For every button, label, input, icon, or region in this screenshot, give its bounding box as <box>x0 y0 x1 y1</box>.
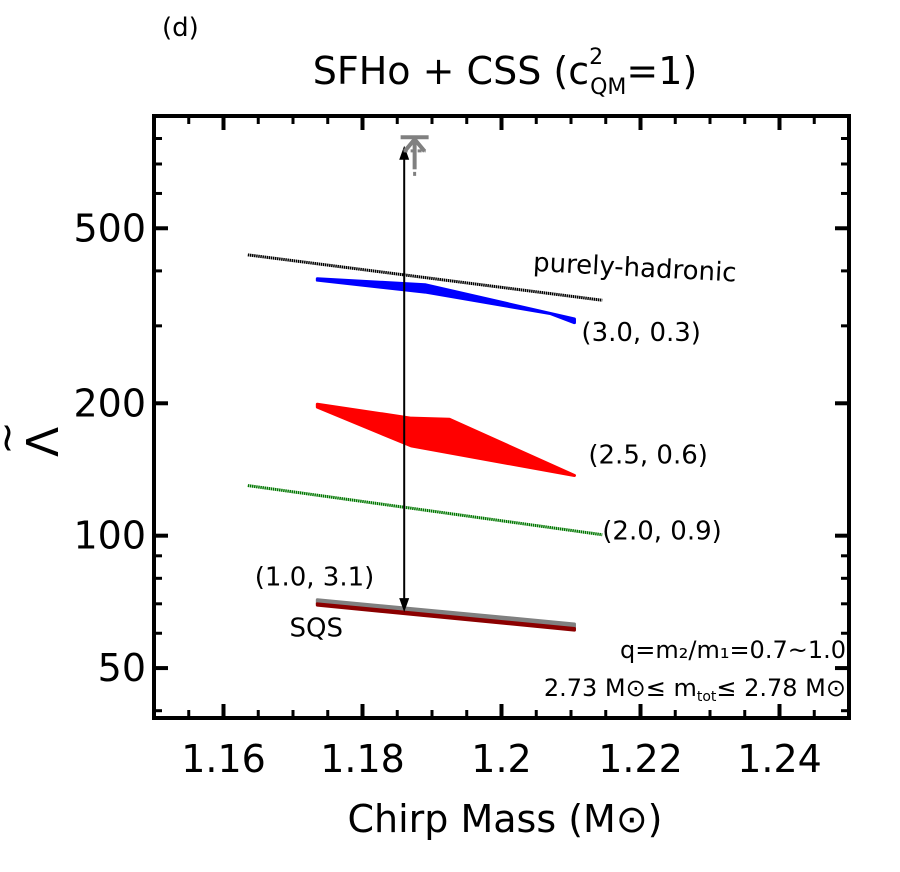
x-tick-label: 1.16 <box>181 737 266 781</box>
y-axis-label: Λ ~ <box>0 421 69 457</box>
x-tick-label: 1.18 <box>320 737 405 781</box>
range-arrow-head-top <box>399 145 410 160</box>
panel-label: (d) <box>162 13 199 43</box>
series-line-purely-hadronic <box>247 253 603 302</box>
series-band-3-0-0-3 <box>315 277 576 325</box>
y-tick-label: 200 <box>73 381 146 425</box>
plot-frame <box>152 114 851 720</box>
series-band-2-5-0-6 <box>315 402 576 478</box>
y-axis-label-tilde: ~ <box>0 421 30 455</box>
condition-mass-ratio: q=m₂/m₁=0.7~1.0 <box>620 636 846 664</box>
range-arrow-head-bottom <box>399 598 410 613</box>
annotation-layer: purely-hadronic (3.0, 0.3) (2.5, 0.6) (2.0,… <box>255 135 737 643</box>
data-layer <box>247 253 603 632</box>
series-line-2-0-0-9 <box>247 484 603 537</box>
y-axis-label-symbol: Λ <box>18 427 69 457</box>
upper-limit-arrowhead <box>403 136 427 153</box>
series-band-sqs <box>315 602 576 632</box>
x-tick-label: 1.24 <box>737 737 822 781</box>
x-tick-label: 1.2 <box>471 737 531 781</box>
series-label-3-0-0-3: (3.0, 0.3) <box>581 318 701 348</box>
y-tick-label: 500 <box>73 206 146 250</box>
series-label-1-0-3-1: (1.0, 3.1) <box>255 563 375 593</box>
y-tick-label: 50 <box>98 646 146 690</box>
x-axis-ticks: 1.16 1.18 1.2 1.22 1.24 <box>181 116 851 781</box>
series-label-purely-hadronic: purely-hadronic <box>532 248 737 289</box>
series-label-2-0-0-9: (2.0, 0.9) <box>602 517 722 547</box>
chart-title: SFHo + CSS (c2 QM=1) <box>313 45 698 100</box>
x-axis-label: Chirp Mass (M⊙) <box>347 797 662 841</box>
y-tick-label: 100 <box>73 514 146 558</box>
series-label-sqs: SQS <box>290 613 343 643</box>
condition-total-mass: 2.73 M⊙≤ mtot≤ 2.78 M⊙ <box>544 674 846 705</box>
series-label-2-5-0-6: (2.5, 0.6) <box>588 440 708 470</box>
x-tick-label: 1.22 <box>598 737 683 781</box>
y-axis-ticks: 50 100 200 500 <box>73 136 849 713</box>
